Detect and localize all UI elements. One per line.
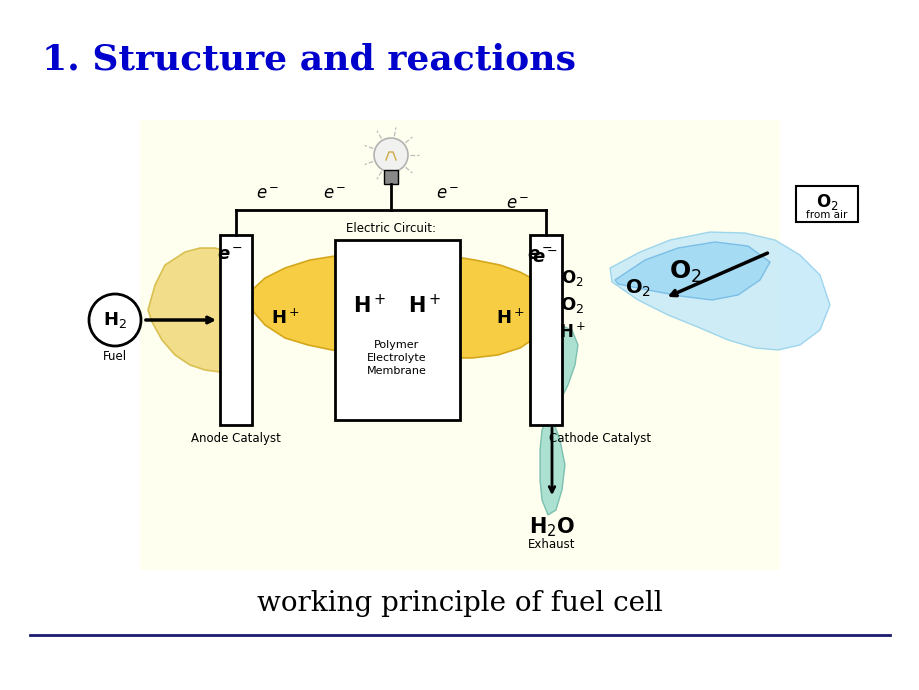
Circle shape	[89, 294, 141, 346]
Text: H$^+$: H$^+$	[408, 293, 441, 317]
Text: O$_2$: O$_2$	[560, 268, 583, 288]
Polygon shape	[252, 254, 544, 358]
Circle shape	[374, 138, 407, 172]
Text: e$^-$: e$^-$	[505, 195, 529, 213]
Text: O$_2$: O$_2$	[815, 192, 837, 212]
Text: e$^-$: e$^-$	[323, 185, 346, 203]
Text: H$^+$: H$^+$	[353, 293, 386, 317]
Bar	[335, 240, 460, 420]
Polygon shape	[609, 232, 829, 350]
Text: H$_2$: H$_2$	[103, 310, 127, 330]
Bar	[220, 235, 252, 425]
Text: H$^+$: H$^+$	[495, 308, 524, 328]
Bar	[140, 120, 779, 570]
Text: Electric Circuit:: Electric Circuit:	[346, 222, 436, 235]
Text: 1. Structure and reactions: 1. Structure and reactions	[42, 43, 575, 77]
Text: e$^-$: e$^-$	[256, 185, 279, 203]
Text: O$_2$: O$_2$	[668, 259, 700, 285]
Bar	[529, 235, 562, 425]
Text: e$^-$: e$^-$	[436, 185, 460, 203]
Text: from air: from air	[805, 210, 846, 220]
Text: Exhaust: Exhaust	[528, 538, 575, 551]
Text: Anode Catalyst: Anode Catalyst	[191, 432, 280, 445]
Text: Fuel: Fuel	[103, 350, 127, 363]
Text: e$^-$: e$^-$	[531, 249, 558, 267]
Text: e$^-$: e$^-$	[217, 246, 243, 264]
Polygon shape	[539, 325, 577, 515]
Text: O$_2$: O$_2$	[560, 295, 584, 315]
Text: Cathode Catalyst: Cathode Catalyst	[549, 432, 651, 445]
Text: H$^+$: H$^+$	[270, 308, 300, 328]
Polygon shape	[614, 242, 769, 300]
Text: working principle of fuel cell: working principle of fuel cell	[256, 590, 663, 617]
Polygon shape	[148, 248, 252, 372]
Text: H$^+$: H$^+$	[558, 322, 584, 342]
FancyBboxPatch shape	[795, 186, 857, 222]
Text: Polymer
Electrolyte
Membrane: Polymer Electrolyte Membrane	[367, 340, 426, 377]
Text: H$_2$O: H$_2$O	[528, 515, 574, 539]
Text: O$_2$: O$_2$	[624, 277, 651, 299]
Text: e$^-$: e$^-$	[527, 246, 552, 264]
Bar	[383, 170, 398, 184]
